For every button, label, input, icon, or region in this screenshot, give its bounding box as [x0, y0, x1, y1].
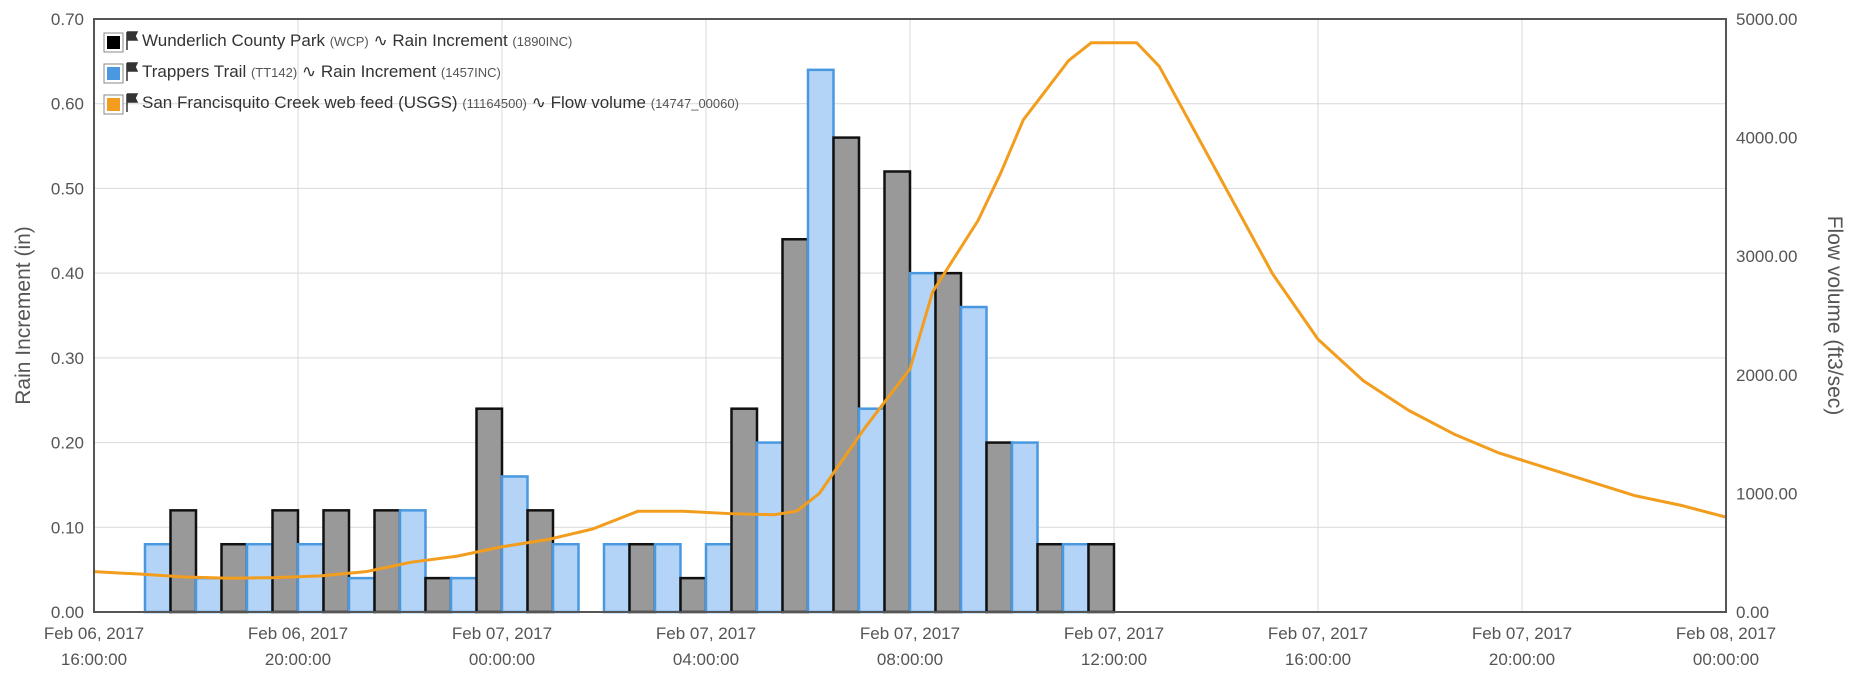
- y-right-axis-title: Flow volume (ft3/sec): [1823, 216, 1846, 416]
- bar-trappers-trail: [704, 542, 733, 614]
- x-tick-time-label: 00:00:00: [469, 650, 535, 669]
- x-tick-time-label: 16:00:00: [61, 650, 127, 669]
- x-tick-date-label: Feb 07, 2017: [1472, 624, 1572, 643]
- bar-wunderlich-county-park: [679, 576, 708, 614]
- bar-wunderlich-county-park: [730, 407, 759, 614]
- x-tick-date-label: Feb 07, 2017: [452, 624, 552, 643]
- axes-layer: 0.00 0.10 0.20 0.30 0.40 0.50 0.60 0.70 Feb 06, …: [12, 10, 1846, 669]
- bar-wunderlich-county-park: [781, 238, 810, 614]
- y-right-tick-label: 0.00: [1736, 603, 1769, 622]
- flow-volume-line: [93, 41, 1727, 580]
- y-right-tick-label: 5000.00: [1736, 10, 1797, 29]
- x-tick-date-label: Feb 08, 2017: [1676, 624, 1776, 643]
- bar-wunderlich-county-park: [271, 509, 300, 614]
- y-right-tick-label: 1000.00: [1736, 484, 1797, 503]
- y-left-tick-label: 0.00: [51, 603, 84, 622]
- bar-trappers-trail: [347, 576, 376, 614]
- line-layer: [93, 41, 1727, 580]
- y-left-tick-label: 0.10: [51, 518, 84, 537]
- legend-label: Trappers Trail (TT142) ∿ Rain Increment …: [142, 62, 501, 81]
- bar-wunderlich-county-park: [373, 509, 402, 614]
- x-tick-time-label: 20:00:00: [265, 650, 331, 669]
- bar-wunderlich-county-park: [169, 509, 198, 614]
- bar-wunderlich-county-park: [883, 170, 912, 614]
- legend-color-swatch: [107, 98, 120, 111]
- x-tick-date-label: Feb 06, 2017: [44, 624, 144, 643]
- bar-trappers-trail: [602, 542, 631, 614]
- x-tick-date-label: Feb 07, 2017: [1268, 624, 1368, 643]
- bar-trappers-trail: [959, 305, 988, 614]
- y-left-tick-label: 0.50: [51, 179, 84, 198]
- bar-wunderlich-county-park: [424, 576, 453, 614]
- x-tick-time-label: 20:00:00: [1489, 650, 1555, 669]
- bar-trappers-trail: [857, 407, 886, 614]
- bar-trappers-trail: [551, 542, 580, 614]
- legend-color-swatch: [107, 36, 120, 49]
- x-tick-time-label: 00:00:00: [1693, 650, 1759, 669]
- y-left-tick-label: 0.20: [51, 434, 84, 453]
- bar-wunderlich-county-park: [526, 509, 555, 614]
- legend-color-swatch: [107, 67, 120, 80]
- y-left-tick-label: 0.60: [51, 95, 84, 114]
- x-tick-time-label: 04:00:00: [673, 650, 739, 669]
- bars-layer: [143, 68, 1116, 614]
- flag-icon[interactable]: [126, 62, 139, 81]
- bar-trappers-trail: [755, 441, 784, 614]
- x-tick-time-label: 16:00:00: [1285, 650, 1351, 669]
- bar-wunderlich-county-park: [1087, 542, 1116, 614]
- bar-trappers-trail: [653, 542, 682, 614]
- bar-trappers-trail: [1061, 542, 1090, 614]
- bar-wunderlich-county-park: [934, 271, 963, 614]
- y-left-tick-label: 0.70: [51, 10, 84, 29]
- flag-icon[interactable]: [126, 93, 139, 112]
- bar-wunderlich-county-park: [832, 136, 861, 614]
- y-right-tick-label: 3000.00: [1736, 247, 1797, 266]
- x-tick-date-label: Feb 07, 2017: [1064, 624, 1164, 643]
- bar-wunderlich-county-park: [322, 509, 351, 614]
- y-right-tick-label: 2000.00: [1736, 366, 1797, 385]
- y-right-tick-label: 4000.00: [1736, 129, 1797, 148]
- legend-item[interactable]: San Francisquito Creek web feed (USGS) (…: [103, 93, 739, 115]
- bar-trappers-trail: [806, 68, 835, 614]
- legend-label: San Francisquito Creek web feed (USGS) (…: [142, 93, 739, 112]
- y-left-tick-label: 0.40: [51, 264, 84, 283]
- bar-trappers-trail: [194, 576, 223, 614]
- x-tick-time-label: 08:00:00: [877, 650, 943, 669]
- y-left-axis-title: Rain Increment (in): [12, 226, 35, 405]
- legend-item[interactable]: Trappers Trail (TT142) ∿ Rain Increment …: [103, 62, 501, 84]
- x-tick-date-label: Feb 06, 2017: [248, 624, 348, 643]
- bar-trappers-trail: [296, 542, 325, 614]
- legend-item[interactable]: Wunderlich County Park (WCP) ∿ Rain Incr…: [103, 31, 572, 53]
- flag-icon[interactable]: [126, 31, 139, 50]
- bar-wunderlich-county-park: [1036, 542, 1065, 614]
- x-tick-date-label: Feb 07, 2017: [656, 624, 756, 643]
- bar-trappers-trail: [449, 576, 478, 614]
- x-tick-time-label: 12:00:00: [1081, 650, 1147, 669]
- plot-frame: [93, 18, 1727, 613]
- bar-trappers-trail: [1010, 441, 1039, 614]
- bar-wunderlich-county-park: [628, 542, 657, 614]
- legend[interactable]: Wunderlich County Park (WCP) ∿ Rain Incr…: [103, 31, 739, 115]
- bar-wunderlich-county-park: [475, 407, 504, 614]
- y-left-tick-label: 0.30: [51, 349, 84, 368]
- legend-label: Wunderlich County Park (WCP) ∿ Rain Incr…: [142, 31, 572, 50]
- x-tick-date-label: Feb 07, 2017: [860, 624, 960, 643]
- bar-wunderlich-county-park: [985, 441, 1014, 614]
- bar-trappers-trail: [143, 542, 172, 614]
